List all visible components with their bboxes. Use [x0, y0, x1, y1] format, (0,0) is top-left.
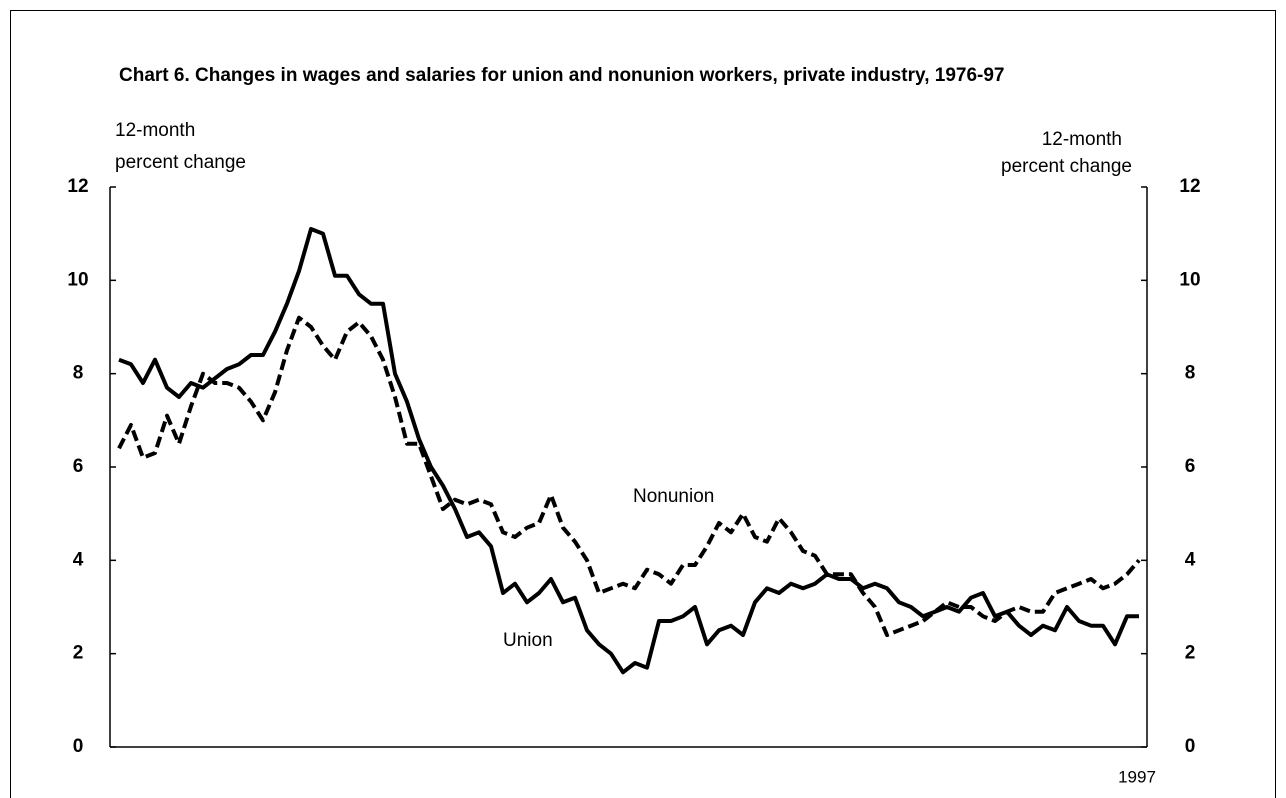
frame [10, 10, 1276, 798]
y2-tick-label: 4 [1185, 549, 1196, 570]
y2-tick-label: 6 [1185, 456, 1196, 477]
y-tick-label: 2 [73, 643, 84, 664]
y-tick-label: 10 [67, 269, 88, 290]
series-line [117, 315, 1141, 637]
series-label: Union [503, 630, 553, 651]
series-label: Nonunion [633, 486, 714, 507]
y2-tick-label: 2 [1185, 643, 1196, 664]
chart-title: Chart 6. Changes in wages and salaries f… [119, 65, 1005, 86]
y2-axis-label: percent change [1001, 156, 1132, 177]
y2-tick-label: 0 [1185, 736, 1196, 757]
y-axis-label: 12-month [115, 120, 195, 141]
y-tick-label: 6 [73, 456, 84, 477]
y-tick-label: 12 [67, 176, 88, 197]
y-tick-label: 4 [73, 549, 84, 570]
y2-axis-label: 12-month [1042, 129, 1122, 150]
y2-tick-label: 12 [1179, 176, 1200, 197]
y2-tick-label: 8 [1185, 363, 1196, 384]
y-tick-label: 8 [73, 363, 84, 384]
series-line [118, 227, 1139, 675]
y2-tick-label: 10 [1179, 269, 1200, 290]
x-tick-label: 1997 [1118, 767, 1156, 786]
y-tick-label: 0 [73, 736, 84, 757]
y-axis-label: percent change [115, 152, 246, 173]
